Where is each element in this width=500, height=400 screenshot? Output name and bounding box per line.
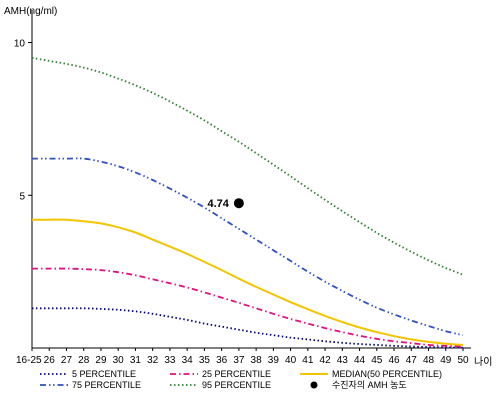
x-tick-label: 50 <box>457 355 469 366</box>
x-tick-label: 48 <box>423 355 435 366</box>
x-tick-label: 42 <box>320 355 332 366</box>
x-tick-label: 35 <box>199 355 211 366</box>
x-tick-label: 33 <box>164 355 176 366</box>
legend-label-1: 25 PERCENTILE <box>202 369 271 379</box>
x-tick-label: 36 <box>216 355 228 366</box>
x-axis-title: 나이 <box>474 356 492 368</box>
x-tick-label: 34 <box>182 355 194 366</box>
series-line-0 <box>32 307 464 349</box>
series-line-1 <box>32 267 464 348</box>
legend-label-3: 75 PERCENTILE <box>72 380 141 390</box>
x-tick-label: 37 <box>233 355 245 366</box>
x-tick-label: 41 <box>302 355 314 366</box>
x-tick-label: 46 <box>388 355 400 366</box>
x-tick-label: 29 <box>95 355 107 366</box>
x-tick-label: 28 <box>78 355 90 366</box>
x-tick-label: 16-25 <box>16 355 42 366</box>
series-line-3 <box>32 157 464 337</box>
y-tick-label: 5 <box>19 191 25 202</box>
axes: AMH(ng/ml) 5 10 16-25 26 27 28 29 30 31 32 33 34 35 36… <box>4 6 492 368</box>
points-layer: 4.74 <box>207 198 244 210</box>
series-line-2 <box>32 218 464 346</box>
series-line-4 <box>31 56 464 276</box>
legend: 5 PERCENTILE 25 PERCENTILE MEDIAN(50 PERCE… <box>40 369 442 390</box>
x-tick-label: 27 <box>61 355 73 366</box>
x-tick-label: 40 <box>285 355 297 366</box>
x-tick-label: 49 <box>440 355 452 366</box>
x-tick-label: 44 <box>354 355 366 366</box>
legend-label-4: 95 PERCENTILE <box>202 380 271 390</box>
legend-label-2: MEDIAN(50 PERCENTILE) <box>332 369 442 379</box>
x-tick-label: 43 <box>337 355 349 366</box>
x-tick-label: 38 <box>251 355 263 366</box>
legend-point-marker <box>310 381 318 389</box>
patient-amh-point <box>233 198 244 209</box>
x-tick-label: 32 <box>147 355 159 366</box>
series-layer <box>31 56 464 349</box>
y-tick-label: 10 <box>14 39 26 50</box>
legend-point-label: 수진자의 AMH 농도 <box>332 380 407 390</box>
x-tick-label: 30 <box>113 355 125 366</box>
x-tick-label: 47 <box>406 355 418 366</box>
x-tick-label: 31 <box>130 355 142 366</box>
legend-label-0: 5 PERCENTILE <box>72 369 136 379</box>
x-tick-label: 45 <box>371 355 383 366</box>
patient-amh-value-label: 4.74 <box>207 198 229 210</box>
y-axis-title: AMH(ng/ml) <box>4 6 57 17</box>
x-tick-label: 39 <box>268 355 280 366</box>
x-tick-label: 26 <box>44 355 56 366</box>
